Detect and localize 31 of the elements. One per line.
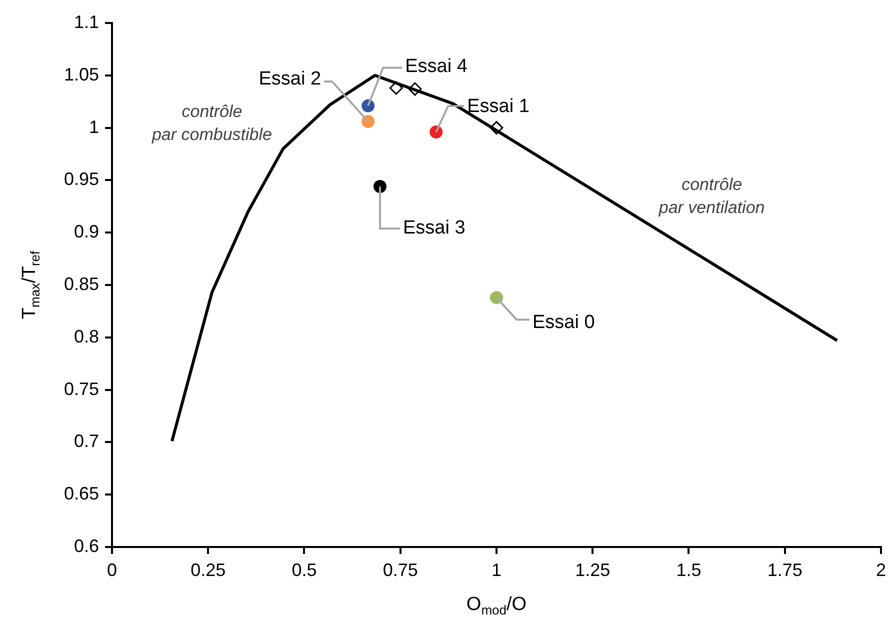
x-tick-label: 0.75 xyxy=(382,560,418,580)
x-tick-label: 1 xyxy=(491,560,502,580)
text: Essai 4 xyxy=(405,56,468,78)
x-tick-label: 0.5 xyxy=(292,560,317,580)
y-tick-label: 1.05 xyxy=(64,64,99,84)
y-tick-label: 0.7 xyxy=(74,431,99,452)
point xyxy=(362,99,375,112)
x-tick-label: 2 xyxy=(876,560,886,580)
y-tick-label: 0.65 xyxy=(64,484,99,504)
x-tick-label: 0 xyxy=(106,560,118,580)
x-tick-label: 1.25 xyxy=(575,560,610,580)
series-label: Essai 1 xyxy=(467,96,530,118)
y-axis-title: Tmax/Tref xyxy=(19,250,42,320)
text: Essai 2 xyxy=(258,68,322,90)
x-tick-label: 1.5 xyxy=(676,560,702,580)
y-tick-label: 0.75 xyxy=(64,378,99,399)
annotation: contrôle par ventilation xyxy=(658,175,765,218)
point xyxy=(373,180,386,193)
y-tick-label: 1 xyxy=(88,116,99,137)
annotation: contrôle par combustible xyxy=(150,102,272,144)
x-tick-label: 0.25 xyxy=(190,560,226,580)
series-label: Essai 0 xyxy=(532,312,595,333)
series-label: Essai 3 xyxy=(402,218,466,239)
point xyxy=(490,291,503,304)
x-tick-label: 1.75 xyxy=(767,560,802,580)
y-tick-label: 0.95 xyxy=(64,169,99,190)
y-tick-label: 1.1 xyxy=(74,12,99,32)
y-tick-label: 0.8 xyxy=(74,326,99,346)
y-tick-label: 0.6 xyxy=(74,536,99,556)
y-tick-label: 0.9 xyxy=(74,222,99,242)
y-tick-label: 0.85 xyxy=(64,274,99,294)
